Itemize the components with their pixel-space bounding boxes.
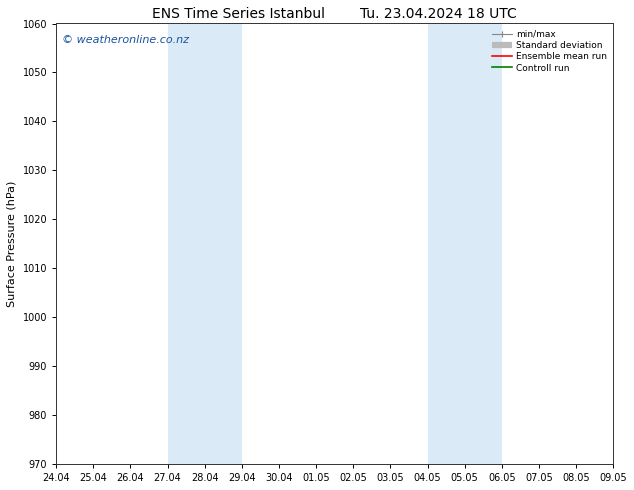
- Bar: [167, 24, 242, 464]
- Bar: [427, 24, 502, 464]
- Title: ENS Time Series Istanbul        Tu. 23.04.2024 18 UTC: ENS Time Series Istanbul Tu. 23.04.2024 …: [152, 7, 517, 21]
- Y-axis label: Surface Pressure (hPa): Surface Pressure (hPa): [7, 181, 17, 307]
- Text: © weatheronline.co.nz: © weatheronline.co.nz: [61, 34, 189, 45]
- Legend: min/max, Standard deviation, Ensemble mean run, Controll run: min/max, Standard deviation, Ensemble me…: [491, 28, 609, 74]
